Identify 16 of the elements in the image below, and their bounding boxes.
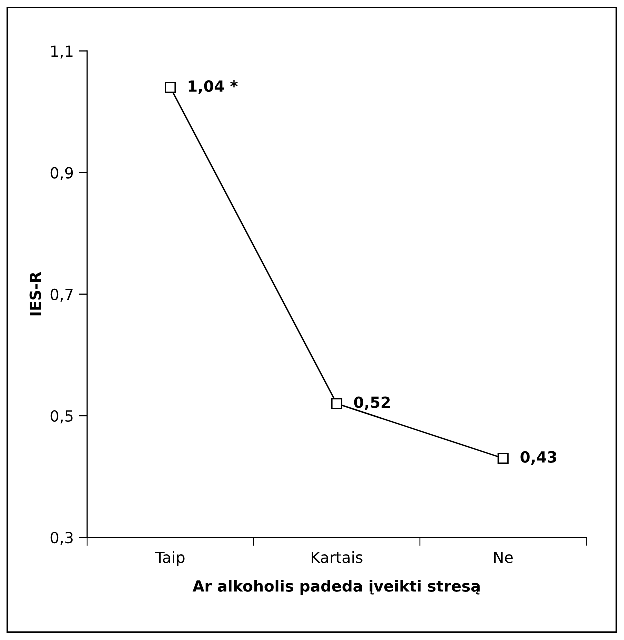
data-label: 1,04 * bbox=[188, 80, 238, 94]
point bbox=[165, 82, 176, 94]
x-axis-title: Ar alkoholis padeda įveikti stresą bbox=[192, 580, 480, 595]
point bbox=[498, 453, 509, 464]
x-tick-label: Kartais bbox=[312, 551, 363, 564]
y-tick-label: 0,9 bbox=[50, 167, 74, 180]
data-label: 0,43 bbox=[520, 451, 557, 465]
data-label: 0,52 bbox=[354, 396, 390, 410]
point bbox=[331, 398, 343, 410]
y-tick-label: 0,5 bbox=[50, 410, 73, 424]
y-tick-label: 0,7 bbox=[50, 288, 73, 302]
y-axis-title: IES-R bbox=[30, 272, 42, 316]
x-tick-label: Ne bbox=[494, 552, 513, 564]
x-tick-label: Taip bbox=[155, 551, 185, 566]
y-tick-label: 0,3 bbox=[50, 532, 73, 546]
y-tick-label: 1,1 bbox=[52, 46, 73, 59]
